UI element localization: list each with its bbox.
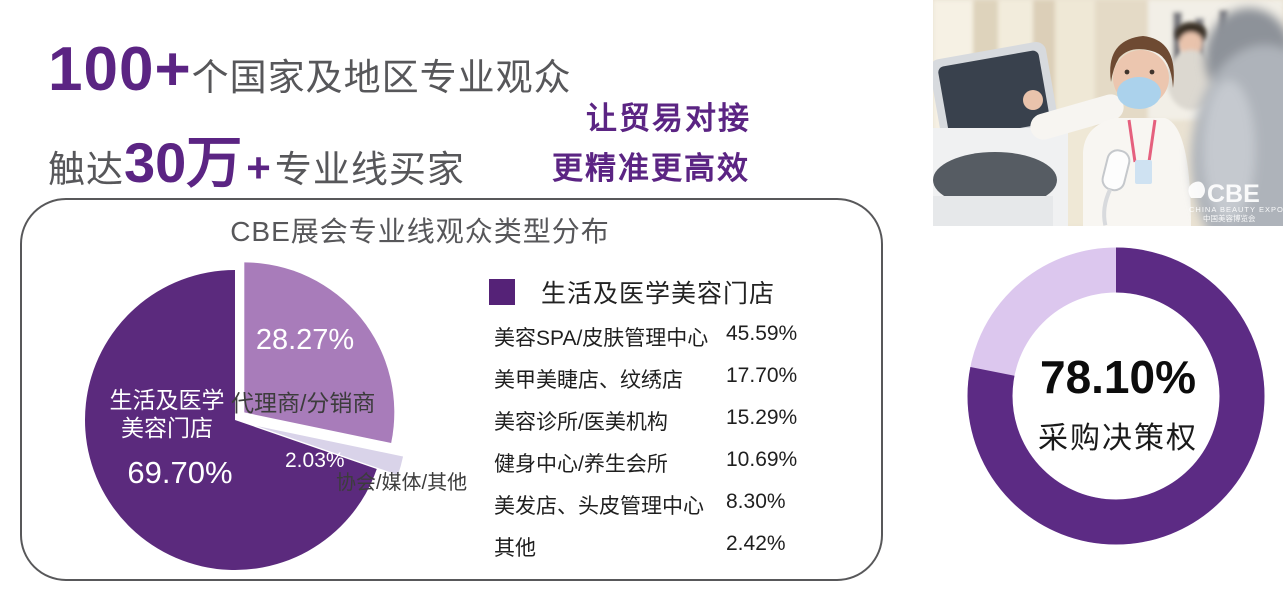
donut-caption: 采购决策权 xyxy=(1038,422,1198,455)
stat-countries-text: 个国家及地区专业观众 xyxy=(191,57,572,98)
photo-foreground-person xyxy=(1191,8,1283,226)
breakdown-row-label: 美容诊所/医美机构 xyxy=(494,411,668,434)
audience-pie-chart xyxy=(84,262,404,570)
breakdown-row: 健身中心/养生会所 10.69% xyxy=(494,448,804,478)
breakdown-row-value: 10.69% xyxy=(726,448,798,471)
watermark-line1: CHINA BEAUTY EXPO xyxy=(1189,205,1283,214)
pie-label-stores-name: 生活及医学 美容门店 xyxy=(105,386,229,442)
breakdown-row-label: 其他 xyxy=(494,537,536,560)
panel-title: CBE展会专业线观众类型分布 xyxy=(230,216,610,247)
breakdown-row-label: 健身中心/养生会所 xyxy=(494,453,668,476)
breakdown-row: 其他 2.42% xyxy=(494,532,804,562)
breakdown-row-label: 美容SPA/皮肤管理中心 xyxy=(494,327,709,350)
pie-label-media-name: 协会/媒体/其他 xyxy=(336,472,468,494)
breakdown-row-value: 45.59% xyxy=(726,322,798,345)
pie-slice-0 xyxy=(244,262,395,444)
pie-label-media-pct: 2.03% xyxy=(285,449,345,472)
cbe-logo-icon xyxy=(1188,181,1205,198)
photo-staff-person xyxy=(1023,36,1191,226)
breakdown-row-value: 2.42% xyxy=(726,532,786,555)
breakdown-row: 美发店、头皮管理中心 8.30% xyxy=(494,490,804,520)
stat-buyers-number: 30万 xyxy=(124,131,243,194)
breakdown-row-value: 8.30% xyxy=(726,490,786,513)
breakdown-row-value: 15.29% xyxy=(726,406,798,429)
breakdown-row: 美容SPA/皮肤管理中心 45.59% xyxy=(494,322,804,352)
pie-slice-2 xyxy=(84,270,377,570)
breakdown-title: 生活及医学美容门店 xyxy=(541,280,776,308)
expo-photo: CBE CHINA BEAUTY EXPO 中国美容博览会 xyxy=(933,0,1283,226)
breakdown-row-label: 美发店、头皮管理中心 xyxy=(494,495,704,518)
purchasing-power-donut xyxy=(967,247,1265,545)
headline-line-1: 100+ 个国家及地区专业观众 xyxy=(48,34,572,105)
watermark-line2: 中国美容博览会 xyxy=(1203,213,1256,223)
photo-beauty-device xyxy=(933,42,1068,226)
pie-slice-1 xyxy=(256,425,404,475)
breakdown-header: 生活及医学美容门店 xyxy=(489,274,775,310)
watermark-title: CBE xyxy=(1207,180,1260,208)
donut-value: 78.10% xyxy=(1039,351,1196,403)
stat-buyers-text: 专业线买家 xyxy=(274,149,465,190)
cbe-watermark: CBE CHINA BEAUTY EXPO 中国美容博览会 xyxy=(1188,180,1283,223)
pie-label-stores-name-line1: 生活及医学 xyxy=(109,387,225,413)
tagline-line-1: 让贸易对接 xyxy=(586,101,751,136)
photo-background-person xyxy=(1167,22,1215,110)
breakdown-row-value: 17.70% xyxy=(726,364,798,387)
pie-label-stores-name-line2: 美容门店 xyxy=(121,415,213,441)
headline-line-2: 触达 30万 + 专业线买家 xyxy=(48,118,465,199)
breakdown-row: 美容诊所/医美机构 15.29% xyxy=(494,406,804,436)
pie-label-agents-pct: 28.27% xyxy=(255,324,355,356)
stat-buyers-prefix: 触达 xyxy=(48,149,124,190)
pie-label-agents-name: 代理商/分销商 xyxy=(231,390,376,416)
breakdown-row-label: 美甲美睫店、纹绣店 xyxy=(494,369,683,392)
audience-pie-slices xyxy=(84,262,404,570)
stat-buyers-plus: + xyxy=(246,144,271,191)
stat-countries-number: 100+ xyxy=(48,35,192,104)
tagline-line-2: 更精准更高效 xyxy=(552,151,750,186)
pie-label-stores-pct: 69.70% xyxy=(127,455,233,490)
donut-ring-main xyxy=(967,247,1265,545)
legend-swatch xyxy=(489,279,515,305)
breakdown-row: 美甲美睫店、纹绣店 17.70% xyxy=(494,364,804,394)
